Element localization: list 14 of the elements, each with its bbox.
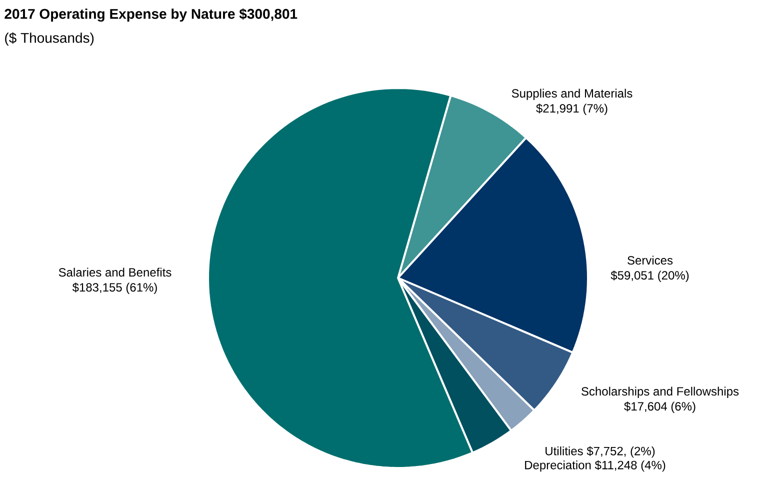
slice-label: Supplies and Materials — [512, 88, 632, 100]
slice-label: Scholarships and Fellowships — [582, 386, 739, 398]
data-label: $21,991 (7%) — [536, 104, 608, 115]
data-label: $183,155 (61%) — [72, 282, 157, 294]
chart-title: 2017 Operating Expense by Nature $300,801 — [4, 8, 298, 22]
slice-label: Services — [628, 256, 673, 265]
data-label: $11,248 (4%) — [594, 460, 666, 472]
chart-subtitle: ($ Thousands) — [5, 32, 94, 46]
data-label: $17,604 (6%) — [624, 402, 696, 413]
slice-label: Utilities — [546, 446, 583, 456]
slice-label: Depreciation — [525, 460, 591, 472]
data-label: $7,752, (2%) — [586, 446, 655, 458]
data-label: $59,051 (20%) — [610, 270, 689, 282]
slice-label: Salaries and Benefits — [58, 268, 172, 277]
